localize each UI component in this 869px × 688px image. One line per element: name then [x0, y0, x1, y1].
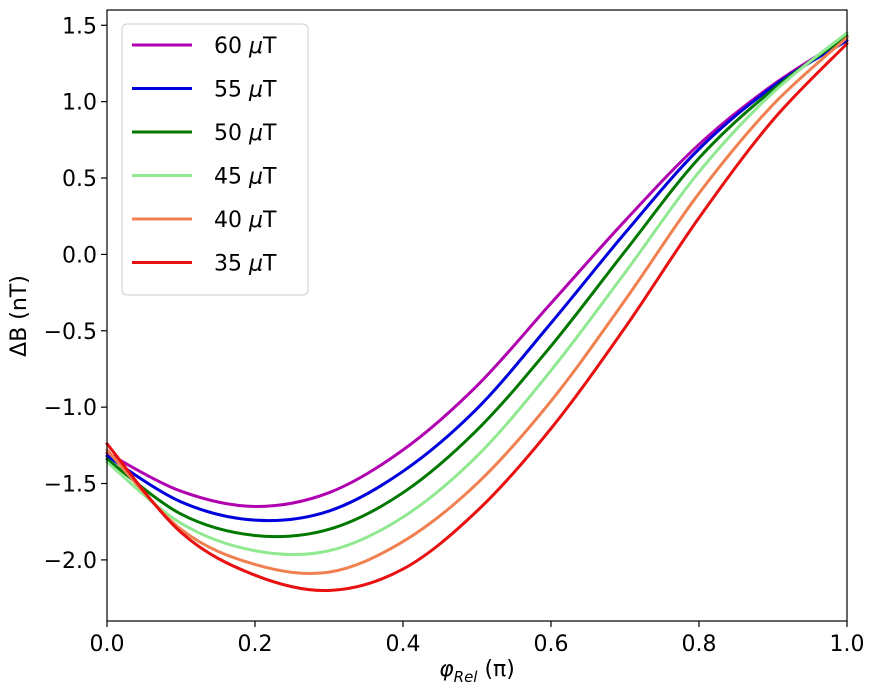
y-axis: 1.5 1.0 0.5 0.0 −0.5 −1.0 −1.5 −2.0 — [44, 14, 107, 574]
x-axis-label-symbol: φ — [439, 657, 454, 682]
legend-label-35ut: 35 μT — [214, 252, 277, 277]
x-tick-label: 0.8 — [682, 632, 717, 657]
x-tick-label: 1.0 — [830, 632, 865, 657]
legend-label-unit: T — [262, 252, 277, 277]
y-tick-label: 1.5 — [62, 14, 97, 39]
legend-label-unit-prefix: μ — [248, 208, 263, 233]
legend-label-unit-prefix: μ — [248, 34, 263, 59]
legend-label-40ut: 40 μT — [214, 208, 277, 233]
x-tick-label: 0.6 — [534, 632, 569, 657]
series-line-60ut — [105, 36, 849, 508]
y-tick-label: 0.0 — [62, 243, 97, 268]
y-tick-label: −1.0 — [44, 396, 97, 421]
y-tick-label: 1.0 — [62, 91, 97, 116]
series-line-50ut — [105, 34, 849, 539]
legend-label-unit-prefix: μ — [248, 165, 263, 190]
legend-label-unit: T — [262, 121, 277, 146]
legend-label-number: 45 — [214, 165, 249, 190]
x-axis-label: φRel (π) — [439, 657, 515, 686]
series-line-35ut — [105, 42, 849, 593]
legend-label-unit: T — [262, 78, 277, 103]
legend-label-unit: T — [262, 208, 277, 233]
series-line-55ut — [105, 39, 849, 523]
legend-label-number: 40 — [214, 208, 249, 233]
legend-label-unit: T — [262, 165, 277, 190]
y-tick-label: −1.5 — [44, 473, 97, 498]
legend-label-unit-prefix: μ — [248, 252, 263, 277]
y-tick-label: −0.5 — [44, 320, 97, 345]
y-axis-label: ΔB (nT) — [7, 275, 32, 357]
legend-label-unit-prefix: μ — [248, 121, 263, 146]
plot-frame — [106, 9, 848, 622]
legend-label-45ut: 45 μT — [214, 165, 277, 190]
x-axis-label-subscript: Rel — [454, 668, 479, 686]
legend-label-number: 50 — [214, 121, 249, 146]
x-axis-label-unit: (π) — [477, 657, 514, 682]
legend-label-number: 35 — [214, 252, 249, 277]
legend-label-number: 60 — [214, 34, 249, 59]
legend-label-60ut: 60 μT — [214, 34, 277, 59]
x-tick-label: 0.4 — [386, 632, 421, 657]
series-layer — [105, 31, 849, 593]
legend-label-number: 55 — [214, 78, 249, 103]
x-tick-label: 0.0 — [90, 632, 125, 657]
legend-box — [121, 23, 309, 296]
series-line-40ut — [105, 36, 849, 576]
x-tick-label: 0.2 — [238, 632, 273, 657]
x-axis: 0.0 0.2 0.4 0.6 0.8 1.0 — [90, 621, 865, 657]
legend-label-50ut: 50 μT — [214, 121, 277, 146]
y-tick-label: 0.5 — [62, 167, 97, 192]
series-line-45ut — [105, 31, 849, 557]
legend-label-55ut: 55 μT — [214, 78, 277, 103]
legend-label-unit: T — [262, 34, 277, 59]
y-tick-label: −2.0 — [44, 549, 97, 574]
legend-label-unit-prefix: μ — [248, 78, 263, 103]
